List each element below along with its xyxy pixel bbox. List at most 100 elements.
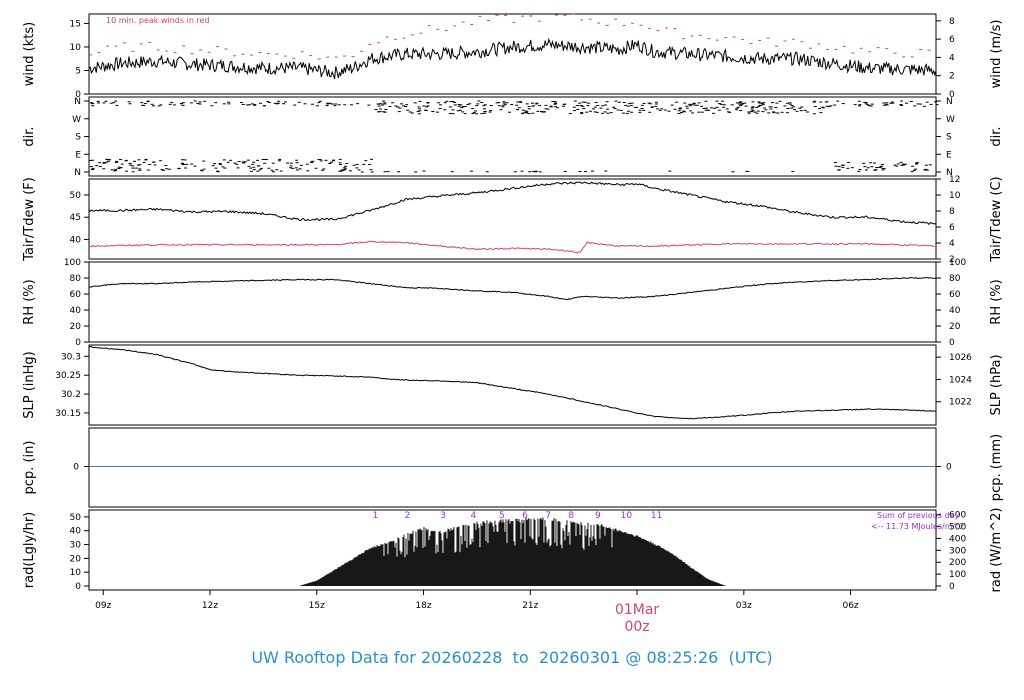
- rh-right-tick-label: 100: [949, 258, 966, 268]
- rh-ytick-label: 60: [70, 290, 82, 300]
- rad-ylabel-left: rad(Lgly/hr): [22, 512, 37, 588]
- temp-ylabel-right: Tair/Tdew (C): [989, 176, 1004, 262]
- rh-right-tick-label: 0: [949, 338, 955, 348]
- rad-ytick-label: 0: [75, 582, 81, 592]
- slp-ytick-label: 30.25: [55, 371, 81, 381]
- rad-hour-label: 11: [651, 511, 662, 521]
- pcp-ytick-label: 0: [73, 463, 79, 473]
- rad-hour-label: 2: [405, 511, 411, 521]
- wind-panel-frame: [88, 13, 937, 95]
- rad-ytick-label: 20: [70, 554, 82, 564]
- temp-ytick-label: 50: [70, 191, 82, 201]
- rad-right-tick-label: 200: [949, 558, 966, 568]
- temp-right-tick-label: 10: [949, 191, 961, 201]
- rad-hour-label: 1: [373, 511, 379, 521]
- dir-right-tick-label: W: [946, 115, 955, 125]
- rad-ytick-label: 30: [70, 541, 82, 551]
- rad-hour-label: 3: [440, 511, 446, 521]
- rad-right-tick-label: 100: [949, 570, 966, 580]
- rad-right-tick-label: 300: [949, 546, 966, 556]
- x-tick-label: 03z: [736, 601, 752, 611]
- rad-sum-value: <-- 11.73 MJoules/m^2: [871, 522, 964, 531]
- temp-right-tick-label: 2: [949, 255, 955, 265]
- rad-hour-label: 4: [470, 511, 476, 521]
- footer-start-date: 20260228: [420, 648, 503, 667]
- slp-ytick-label: 30.3: [61, 352, 81, 362]
- wind-ytick-label: 5: [75, 66, 81, 76]
- tdew-line: [89, 240, 936, 254]
- footer-end-date: 20260301: [538, 648, 621, 667]
- rad-hour-label: 6: [522, 511, 528, 521]
- pcp-ylabel-right: pcp. (mm): [989, 434, 1004, 501]
- wind-ylabel-right: wind (m/s): [989, 20, 1004, 89]
- rh-ytick-label: 80: [70, 274, 82, 284]
- temp-right-tick-label: 4: [949, 239, 955, 249]
- rad-hour-label: 5: [499, 511, 505, 521]
- rh-right-tick-label: 60: [949, 290, 961, 300]
- wind-ytick-label: 15: [70, 19, 81, 29]
- rh-panel-frame: [88, 261, 937, 343]
- dir-ytick-label: N: [74, 97, 81, 107]
- slp-ytick-label: 30.15: [55, 409, 81, 419]
- x-date-sublabel: 00z: [624, 619, 649, 635]
- slp-ylabel-left: SLP (inHg): [22, 351, 37, 419]
- x-tick-label: 06z: [842, 601, 858, 611]
- temp-ytick-label: 40: [70, 235, 82, 245]
- rh-ytick-label: 20: [70, 322, 82, 332]
- dir-ylabel-left: dir.: [22, 126, 37, 146]
- dir-ytick-label: E: [75, 150, 81, 160]
- rh-ytick-label: 40: [70, 306, 82, 316]
- rad-hour-label: 10: [621, 511, 633, 521]
- temp-right-tick-label: 6: [949, 223, 955, 233]
- dir-ytick-label: W: [72, 115, 81, 125]
- rad-ytick-label: 10: [70, 568, 82, 578]
- wind-annotation: 10 min. peak winds in red: [106, 16, 210, 25]
- footer-title: UW Rooftop Data for 20260228 to 20260301…: [0, 648, 1024, 667]
- wind-right-tick-label: 0: [949, 90, 955, 100]
- wind-right-tick-label: 6: [949, 35, 955, 45]
- rad-ytick-label: 50: [70, 513, 82, 523]
- dir-right-tick-label: E: [946, 150, 952, 160]
- rad-hour-label: 8: [568, 511, 574, 521]
- dir-right-tick-label: N: [946, 97, 953, 107]
- wind-right-tick-label: 2: [949, 72, 955, 82]
- wind-ytick-label: 0: [75, 90, 81, 100]
- rh-right-tick-label: 40: [949, 306, 961, 316]
- rad-right-tick-label: 600: [949, 511, 966, 521]
- x-tick-label: 12z: [202, 601, 218, 611]
- rh-ylabel-left: RH (%): [22, 279, 37, 324]
- rad-right-tick-label: 500: [949, 523, 966, 533]
- x-tick-label: 15z: [309, 601, 325, 611]
- temp-right-tick-label: 12: [949, 175, 960, 185]
- slp-right-tick-label: 1024: [949, 375, 972, 385]
- tair-line: [89, 181, 936, 226]
- footer-time: 08:25:26: [646, 648, 719, 667]
- dir-panel-frame: [88, 96, 937, 177]
- pcp-ylabel-left: pcp. (in): [22, 441, 37, 495]
- temp-panel-frame: [88, 178, 937, 260]
- footer-to: to: [512, 648, 529, 667]
- rh-ylabel-right: RH (%): [989, 279, 1004, 324]
- rh-right-tick-label: 80: [949, 274, 961, 284]
- wind-speed-line: [89, 37, 936, 80]
- slp-ylabel-right: SLP (hPa): [989, 354, 1004, 415]
- rh-ytick-label: 0: [75, 338, 81, 348]
- rad-ylabel-right: rad (W/m^2): [989, 508, 1004, 593]
- wind-right-tick-label: 8: [949, 17, 955, 27]
- rad-ytick-label: 40: [70, 527, 82, 537]
- slp-ytick-label: 30.2: [61, 390, 81, 400]
- x-tick-label: 09z: [95, 601, 111, 611]
- temp-ylabel-left: Tair/Tdew (F): [22, 177, 37, 262]
- temp-ytick-label: 45: [70, 213, 81, 223]
- rh-line: [89, 276, 936, 301]
- x-tick-label: 21z: [522, 601, 538, 611]
- wind-ylabel-left: wind (kts): [22, 22, 37, 86]
- wind-right-tick-label: 4: [949, 53, 955, 63]
- x-date-label: 01Mar: [615, 602, 659, 618]
- dir-ylabel-right: dir.: [989, 126, 1004, 146]
- dir-ytick-label: N: [74, 168, 81, 178]
- slp-line: [89, 346, 936, 420]
- rad-right-tick-label: 0: [949, 582, 955, 592]
- rad-right-tick-label: 400: [949, 534, 966, 544]
